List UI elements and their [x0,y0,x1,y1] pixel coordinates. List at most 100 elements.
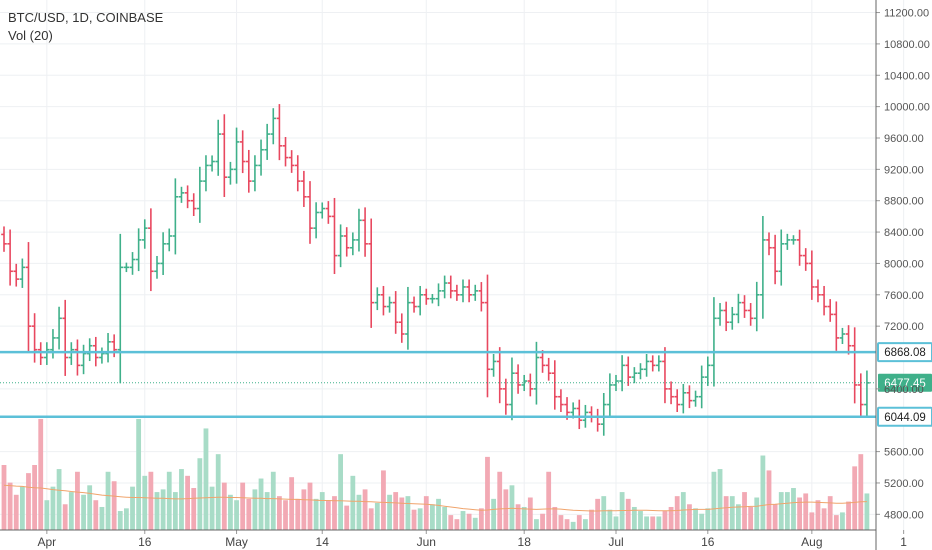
volume-bar [583,519,588,530]
y-tick-label: 9600.00 [884,133,924,145]
volume-bar [595,498,601,530]
ohlc-bar [521,374,527,392]
volume-bar [99,506,105,530]
volume-bar [197,458,203,530]
volume-bar [742,492,747,530]
volume-bar [32,465,37,530]
x-tick-label: Apr [37,535,56,549]
volume-bar [736,504,741,530]
ohlc-bar [405,286,411,350]
y-tick-label: 9200.00 [884,164,924,176]
ohlc-bar [447,275,454,299]
ohlc-bar [441,275,448,299]
volume-bar [644,516,649,530]
volume-bar [87,485,93,530]
ohlc-bar [380,285,387,316]
volume-bar [124,508,129,530]
ohlc-bar [760,215,766,319]
volume-bar [393,492,399,530]
x-tick-label: 1 [900,535,907,549]
volume-bar [619,492,625,530]
ohlc-bar [668,381,674,405]
ohlc-bar [50,329,56,359]
volume-bar [546,471,552,530]
ohlc-bar [613,374,619,392]
ohlc-bar [490,353,497,377]
volume-bar [289,477,295,530]
volume-bar [821,508,827,530]
x-tick-label: 16 [138,535,152,549]
ohlc-bar [552,360,558,410]
ohlc-bar [154,255,160,279]
volume-bar [350,475,356,530]
volume-bar [221,482,227,530]
volume-bar [784,492,790,530]
ohlc-bar [509,357,515,421]
volume-bar [374,502,380,530]
ohlc-bar [778,229,785,286]
ohlc-bar [239,130,246,174]
volume-bar [680,492,686,530]
ohlc-bar [545,357,552,381]
volume-bar [405,496,411,530]
price-axis[interactable]: 11200.00 10800.00 10400.00 10000.00 9600.00 9… [875,0,930,550]
time-axis[interactable]: Apr 16 May 14 Jun 18 Jul 16 Aug 1 [0,529,907,549]
ohlc-bar [190,193,197,216]
volume-bar [460,511,466,530]
volume-bar [93,500,99,530]
ohlc-bar [13,263,20,287]
ohlc-bar [619,355,625,392]
ohlc-bar [80,344,87,375]
volume-bar [301,489,307,530]
volume-bar [411,509,417,530]
volume-bar [864,493,870,530]
volume-bar [760,455,766,530]
ohlc-bar [864,370,870,417]
volume-bar [472,517,478,530]
volume-bar [705,508,711,530]
ohlc-bars [1,104,870,436]
volume-bar [362,489,368,530]
y-tick-label: 8800.00 [884,196,924,208]
volume-bar [277,496,282,530]
ohlc-bar [264,123,270,160]
volume-bar [417,508,423,530]
volume-bar [307,482,313,530]
x-tick-label: 16 [701,535,715,549]
ohlc-bar [62,299,68,376]
ohlc-bar [815,279,821,303]
volume-bar [674,496,680,530]
volume-ma-line [3,484,867,512]
volume-bar [283,500,288,530]
ohlc-bar [331,197,338,275]
volume-bar [313,498,319,530]
ohlc-bar [851,327,858,404]
volume-bar [356,494,362,530]
volume-bar [436,498,441,530]
volume-bar [111,481,117,530]
ohlc-bar [148,208,154,292]
ohlc-bar [178,186,185,203]
y-tick-label: 5600.00 [884,447,924,459]
ohlc-bar [356,208,362,252]
ohlc-bar [698,365,705,409]
x-tick-label: Jul [608,535,623,549]
volume-bar [625,498,631,530]
volume-bar [607,509,613,530]
ohlc-bar [160,232,166,275]
ohlc-bar [221,114,228,197]
ohlc-bar [845,325,852,355]
ohlc-bar [858,373,864,417]
volume-bar [687,504,692,530]
y-tick-label: 11200.00 [884,8,929,20]
chart-legend[interactable]: BTC/USD, 1D, COINBASE Vol (20) [8,9,163,45]
volume-bar [148,471,154,530]
y-tick-label: 10800.00 [884,39,930,51]
ohlc-bar [166,228,173,252]
volume-bar [166,471,172,530]
ohlc-bar [423,288,430,305]
ohlc-bar [7,229,13,286]
ohlc-bar [674,389,680,413]
x-tick-label: Jun [417,535,436,549]
